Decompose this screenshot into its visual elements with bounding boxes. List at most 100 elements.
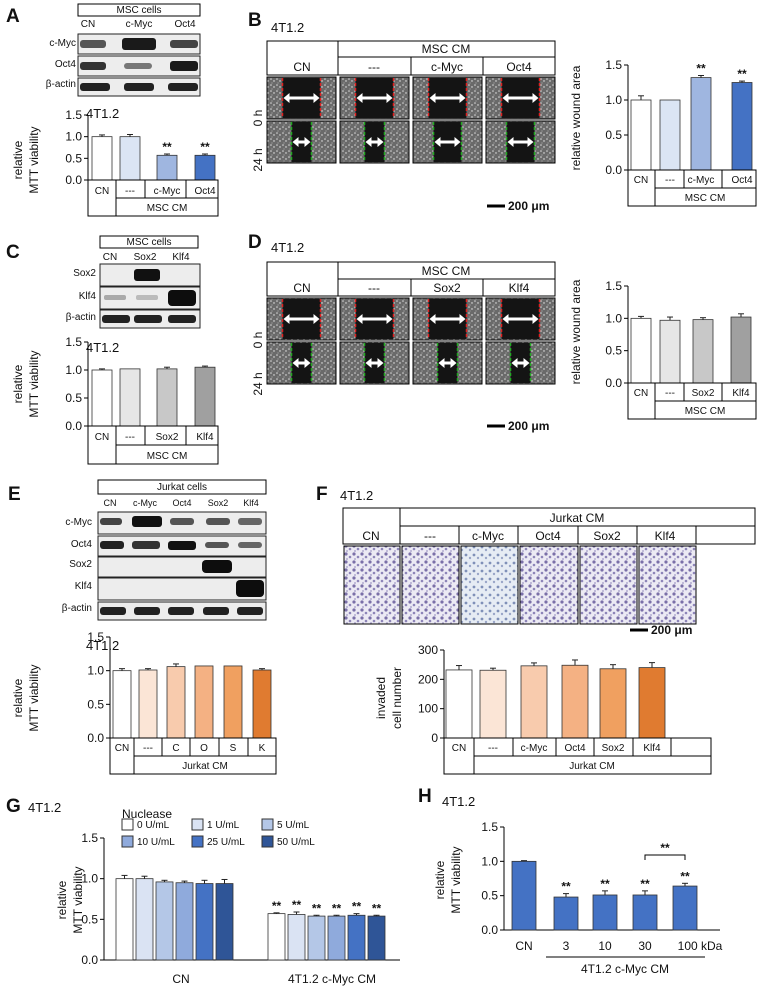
arrow-head [502, 93, 509, 103]
y-axis-label: relative wound area [569, 279, 583, 384]
x-tick-label: --- [125, 186, 135, 197]
blot-band [168, 607, 194, 615]
arrow-head [434, 137, 441, 147]
bar [479, 669, 507, 739]
significance-bracket [644, 854, 686, 860]
arrow-head [304, 137, 311, 147]
chart-d: 0.0 0.5 1.0 1.5 [605, 279, 756, 390]
bar [194, 665, 214, 739]
y-axis-label: MTT viability [449, 846, 463, 913]
arrow-head [356, 314, 363, 324]
bar [91, 136, 113, 181]
column-label: Oct4 [535, 529, 561, 543]
blot-lane-label: CN [103, 252, 117, 263]
x-tick-label: C [172, 743, 179, 754]
bar [112, 670, 132, 739]
significance-marker: ** [292, 898, 302, 912]
arrow-head [304, 358, 311, 368]
bar [511, 860, 537, 931]
blot-band [168, 541, 196, 550]
chart-c: 0.0 0.5 1.0 1.5 [65, 335, 218, 433]
legend-swatch [121, 818, 134, 831]
y-axis-label: MTT viability [27, 350, 41, 417]
x-tick-label: CN [634, 175, 648, 186]
group-label: Jurkat CM [182, 761, 228, 772]
blot-band [134, 315, 162, 323]
arrow-head [283, 93, 290, 103]
y-tick-label: 0.5 [605, 344, 622, 358]
bar [287, 914, 306, 961]
blot-band [202, 560, 232, 573]
scale-bar-label: 200 μm [508, 419, 549, 433]
chart-e: 0.0 0.5 1.0 1.5 [87, 630, 276, 745]
arrow-head [459, 314, 466, 324]
chart-h: 0.0 0.5 1.0 1.5 ** ** ** ** [481, 820, 720, 937]
y-tick-label: 1.5 [605, 58, 622, 72]
y-axis-label: relative wound area [569, 65, 583, 170]
y-tick-label: 1.5 [605, 279, 622, 293]
blot-lane-label: CN [104, 498, 117, 508]
panel-a-blot: MSC cells CN c-Myc Oct4 c-Myc Oct4 β-act… [46, 3, 201, 97]
arrow-head [292, 358, 299, 368]
group-label: MSC CM [685, 406, 726, 417]
bar [561, 664, 589, 739]
blot-band [168, 83, 198, 91]
arrow-head [459, 93, 466, 103]
panel-title: 4T1.2 [271, 240, 304, 255]
chart-g: 0.0 0.5 1.0 1.5 ** ** ** ** ** ** [81, 831, 400, 967]
bar [690, 77, 712, 171]
x-tick-label: 30 [638, 939, 652, 953]
y-tick-label: 0.0 [605, 163, 622, 177]
blot-lane-label: Klf4 [172, 252, 190, 263]
row-label: 0 h [251, 332, 265, 349]
blot-band [168, 315, 196, 323]
legend-label: 50 U/mL [277, 837, 315, 848]
invasion-image [343, 545, 401, 625]
bar [632, 894, 658, 931]
arrow-head [365, 137, 372, 147]
arrow-head [313, 314, 320, 324]
row-label: 24 h [251, 148, 265, 171]
bar [91, 369, 113, 427]
x-tick-label: c-Myc [521, 743, 548, 754]
blot-band [124, 63, 152, 69]
y-tick-label: 0.5 [81, 912, 98, 926]
y-tick-label: 1.0 [605, 93, 622, 107]
y-tick-label: 300 [418, 643, 438, 657]
significance-marker: ** [600, 877, 610, 891]
y-axis-label: invaded [374, 677, 388, 719]
arrow-head [532, 314, 539, 324]
blot-band [236, 580, 264, 597]
chart-f: 0 100 200 300 [418, 643, 711, 745]
panel-c-label: C [6, 242, 20, 263]
x-tick-label: --- [665, 175, 675, 186]
x-tick-label: --- [488, 743, 498, 754]
y-tick-label: 1.0 [481, 854, 498, 868]
significance-marker: ** [200, 140, 210, 154]
bar [194, 154, 216, 181]
arrow-head [377, 137, 384, 147]
significance-marker: ** [352, 900, 362, 914]
arrow-head [511, 358, 518, 368]
x-tick-label: Sox2 [156, 432, 179, 443]
blot-header: MSC cells [116, 5, 161, 16]
bar [119, 136, 141, 181]
legend-swatch [261, 818, 274, 831]
arrow-head [429, 93, 436, 103]
legend-label: 25 U/mL [207, 837, 245, 848]
panel-g: G 4T1.2 Nuclease 0 U/mL 1 U/mL 5 U/mL 10 U/… [6, 796, 400, 986]
blot-band [80, 40, 106, 48]
bar [638, 667, 666, 739]
chart-title: 4T1.2 [86, 638, 119, 653]
y-tick-label: 0.0 [81, 953, 98, 967]
y-axis-label: relative [11, 678, 25, 717]
bar [175, 882, 194, 961]
significance-marker: ** [561, 880, 571, 894]
cm-header: MSC CM [422, 42, 471, 56]
y-axis-label: relative [55, 880, 69, 919]
legend-title: Nuclease [122, 807, 172, 821]
blot-row-label: Klf4 [79, 291, 97, 302]
y-tick-label: 1.5 [81, 831, 98, 845]
y-tick-label: 1.5 [65, 108, 82, 122]
invasion-image [638, 545, 697, 625]
